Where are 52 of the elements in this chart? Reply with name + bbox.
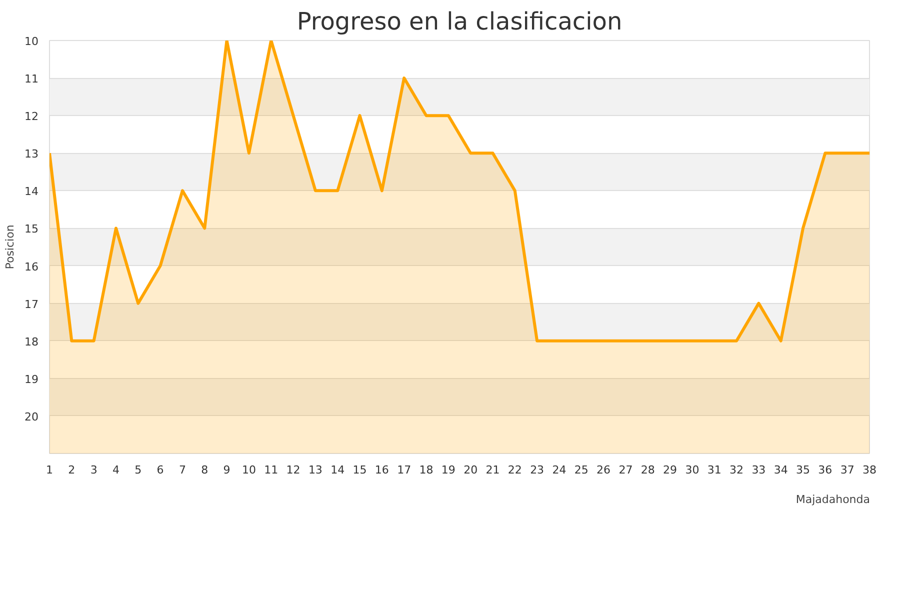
y-tick-label: 20 — [24, 410, 39, 424]
x-tick-label: 16 — [374, 464, 389, 476]
x-tick-label: 7 — [178, 464, 186, 476]
x-tick-label: 29 — [663, 464, 678, 476]
x-tick-label: 5 — [134, 464, 142, 476]
x-tick-label: 23 — [530, 464, 544, 476]
x-tick-label: 31 — [707, 464, 722, 476]
x-tick-label: 3 — [90, 464, 98, 476]
series-label: Majadahonda — [796, 493, 870, 506]
x-tick-label: 24 — [552, 464, 566, 476]
x-tick-label: 12 — [286, 464, 300, 476]
chart-title: Progreso en la clasificacion — [296, 8, 622, 36]
x-tick-label: 11 — [264, 464, 278, 476]
x-tick-label: 10 — [242, 464, 256, 476]
x-tick-label: 2 — [68, 464, 76, 476]
y-tick-label: 16 — [24, 260, 39, 274]
y-tick-label: 10 — [24, 35, 39, 48]
x-tick-label: 6 — [156, 464, 164, 476]
y-tick-label: 18 — [24, 335, 39, 348]
x-tick-label: 27 — [618, 464, 633, 476]
x-tick-label: 38 — [862, 464, 876, 476]
y-tick-label: 13 — [24, 148, 39, 161]
y-tick-label: 12 — [24, 110, 39, 124]
x-tick-label: 9 — [223, 464, 230, 476]
x-tick-label: 28 — [640, 464, 655, 476]
x-tick-label: 37 — [840, 464, 854, 476]
y-tick-label: 11 — [24, 72, 39, 86]
x-tick-label: 33 — [752, 464, 766, 476]
x-tick-label: 17 — [397, 464, 412, 476]
x-tick-label: 35 — [796, 464, 810, 476]
x-tick-label: 25 — [574, 464, 588, 476]
x-tick-label: 13 — [308, 464, 322, 476]
x-tick-label: 36 — [818, 464, 832, 476]
x-tick-label: 1 — [46, 464, 53, 476]
x-tick-label: 14 — [330, 464, 345, 476]
x-tick-label: 32 — [730, 464, 744, 476]
y-axis-title: Posicion — [4, 224, 17, 270]
x-tick-label: 21 — [486, 464, 500, 476]
y-tick-label: 14 — [24, 185, 39, 198]
x-tick-label: 26 — [596, 464, 611, 476]
x-tick-label: 15 — [352, 464, 367, 476]
x-tick-label: 34 — [774, 464, 788, 476]
x-tick-label: 30 — [685, 464, 700, 476]
x-tick-label: 19 — [441, 464, 456, 476]
x-tick-label: 4 — [112, 464, 120, 476]
y-tick-label: 19 — [24, 372, 39, 386]
x-tick-label: 8 — [201, 464, 208, 476]
x-tick-label: 18 — [419, 464, 434, 476]
x-tick-label: 20 — [464, 464, 478, 476]
y-tick-label: 17 — [24, 298, 39, 311]
x-tick-label: 22 — [508, 464, 522, 476]
y-tick-label: 15 — [24, 222, 39, 236]
